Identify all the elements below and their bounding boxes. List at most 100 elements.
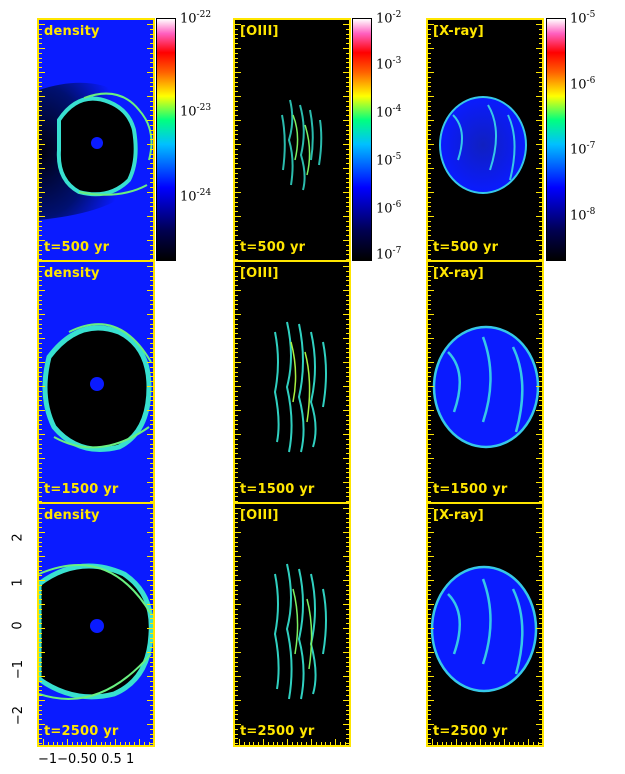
tick-mark xyxy=(346,129,349,131)
tick-mark xyxy=(343,556,349,557)
tick-mark xyxy=(147,240,153,241)
tick-mark xyxy=(147,434,153,435)
tick-mark xyxy=(147,290,153,291)
tick-mark xyxy=(346,28,349,30)
tick-mark xyxy=(346,438,349,440)
tick-mark xyxy=(539,294,542,296)
left-ticks xyxy=(39,504,45,745)
tick-mark xyxy=(428,676,434,677)
tick-mark xyxy=(39,604,45,605)
tick-mark xyxy=(39,72,45,73)
tick-mark xyxy=(346,632,349,634)
tick-mark xyxy=(235,434,241,435)
tick-mark xyxy=(428,443,431,445)
tick-mark xyxy=(428,100,431,102)
tick-mark xyxy=(150,565,153,567)
tick-mark xyxy=(346,661,349,663)
tick-mark xyxy=(91,739,92,745)
tick-mark xyxy=(39,371,42,373)
xray-panel-2: [X-ray] t=1500 yr xyxy=(426,260,544,505)
tick-mark xyxy=(428,690,431,692)
tick-mark xyxy=(62,742,64,745)
tick-mark xyxy=(39,81,42,83)
tick-mark xyxy=(428,429,431,431)
left-ticks xyxy=(39,20,45,261)
colorbar-label: 10-5 xyxy=(376,152,402,169)
tick-mark xyxy=(343,168,349,169)
tick-mark xyxy=(539,632,542,634)
tick-mark xyxy=(428,496,431,498)
tick-mark xyxy=(235,72,241,73)
tick-mark xyxy=(39,168,45,169)
tick-mark xyxy=(235,244,238,246)
tick-mark xyxy=(235,187,238,189)
tick-mark xyxy=(346,685,349,687)
tick-mark xyxy=(235,148,238,150)
tick-mark xyxy=(428,584,431,586)
tick-mark xyxy=(428,62,431,64)
right-ticks xyxy=(536,262,542,503)
tick-mark xyxy=(539,366,542,368)
tick-mark xyxy=(539,719,542,721)
tick-mark xyxy=(150,134,153,136)
tick-mark xyxy=(39,76,42,78)
tick-mark xyxy=(428,196,431,198)
panel-label: [OIII] xyxy=(240,24,279,39)
tick-mark xyxy=(150,618,153,620)
tick-mark xyxy=(539,86,542,88)
tick-mark xyxy=(39,467,42,469)
tick-mark xyxy=(150,110,153,112)
tick-mark xyxy=(428,618,431,620)
tick-mark xyxy=(277,742,279,745)
colorbar-label: 10-6 xyxy=(570,76,596,93)
tick-mark xyxy=(346,366,349,368)
tick-mark xyxy=(235,551,238,553)
tick-mark xyxy=(537,742,539,745)
tick-mark xyxy=(539,148,542,150)
tick-mark xyxy=(39,105,42,107)
tick-mark xyxy=(539,738,542,740)
tick-mark xyxy=(539,43,542,45)
tick-mark xyxy=(147,386,153,387)
tick-mark xyxy=(536,240,542,241)
tick-mark xyxy=(428,680,431,682)
tick-mark xyxy=(147,700,153,701)
tick-mark xyxy=(39,434,45,435)
density-image xyxy=(39,504,153,745)
tick-mark xyxy=(536,724,542,725)
tick-mark xyxy=(150,182,153,184)
tick-mark xyxy=(536,338,542,339)
tick-mark xyxy=(346,33,349,35)
tick-mark xyxy=(428,266,434,267)
tick-mark xyxy=(539,323,542,325)
tick-mark xyxy=(539,235,542,237)
tick-mark xyxy=(39,584,42,586)
tick-mark xyxy=(432,739,433,745)
tick-mark xyxy=(428,230,431,232)
tick-mark xyxy=(147,338,153,339)
tick-mark xyxy=(428,458,434,459)
tick-mark xyxy=(343,314,349,315)
panel-label: density xyxy=(44,24,100,39)
tick-mark xyxy=(428,33,431,35)
tick-mark xyxy=(150,477,153,479)
tick-mark xyxy=(428,342,431,344)
tick-mark xyxy=(147,556,153,557)
tick-mark xyxy=(346,575,349,577)
tick-mark xyxy=(346,618,349,620)
tick-mark xyxy=(147,628,153,629)
tick-mark xyxy=(235,139,238,141)
tick-mark xyxy=(235,580,241,581)
tick-mark xyxy=(39,565,42,567)
tick-mark xyxy=(428,575,431,577)
bottom-ticks xyxy=(428,739,542,745)
tick-mark xyxy=(346,86,349,88)
tick-mark xyxy=(235,685,238,687)
tick-mark xyxy=(235,62,238,64)
tick-mark xyxy=(39,328,42,330)
tick-mark xyxy=(39,647,42,649)
tick-mark xyxy=(428,556,434,557)
tick-mark xyxy=(343,120,349,121)
tick-mark xyxy=(346,647,349,649)
tick-mark xyxy=(539,371,542,373)
